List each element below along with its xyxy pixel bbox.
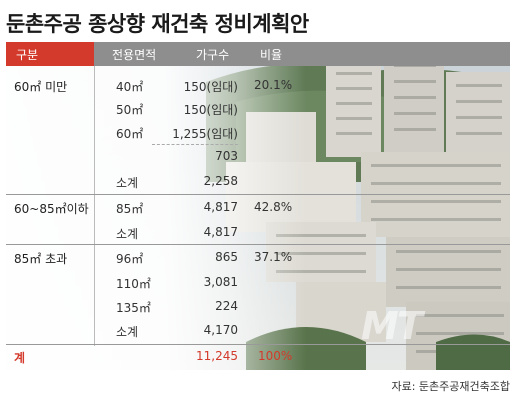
page-title: 둔촌주공 종상향 재건축 정비계획안 xyxy=(6,12,309,36)
header-group: 구분 xyxy=(16,48,39,62)
households-cell: 703 xyxy=(215,149,238,163)
households-cell: 150(임대) xyxy=(183,80,238,94)
source-note: 자료: 둔촌주공재건축조합 xyxy=(391,380,510,393)
area-cell: 110㎡ xyxy=(116,277,151,291)
households-cell: 150(임대) xyxy=(183,103,238,117)
group-divider xyxy=(6,194,510,195)
group-divider xyxy=(6,344,510,345)
area-cell: 85㎡ xyxy=(116,202,144,216)
total-ratio: 100% xyxy=(258,349,293,363)
total-label: 계 xyxy=(14,351,26,365)
area-cell: 96㎡ xyxy=(116,252,144,266)
area-cell: 135㎡ xyxy=(116,301,151,315)
households-cell: 4,817 xyxy=(203,200,238,214)
area-cell: 50㎡ xyxy=(116,103,144,117)
row-divider xyxy=(152,144,238,145)
households-cell: 224 xyxy=(215,299,238,313)
households-cell: 4,817 xyxy=(203,225,238,239)
households-cell: 2,258 xyxy=(203,174,238,188)
total-households: 11,245 xyxy=(196,349,238,363)
header-area: 전용면적 xyxy=(112,48,157,62)
area-cell: 소계 xyxy=(116,325,139,339)
data-table-panel: MT 구분 전용면적 가구수 비율 60㎡ 미만 20.1% 40㎡ 150(임… xyxy=(6,42,510,370)
ratio-cell: 42.8% xyxy=(254,200,293,214)
group-divider xyxy=(6,244,510,245)
header-ratio: 비율 xyxy=(260,48,283,62)
header-households: 가구수 xyxy=(196,48,230,62)
table-header-group-cell xyxy=(6,42,94,66)
ratio-cell: 20.1% xyxy=(254,78,293,92)
ratio-cell: 37.1% xyxy=(254,250,293,264)
households-cell: 865 xyxy=(215,250,238,264)
households-cell: 3,081 xyxy=(203,275,238,289)
households-cell: 1,255(임대) xyxy=(172,127,238,141)
area-cell: 소계 xyxy=(116,176,139,190)
group-label: 60~85㎡이하 xyxy=(14,202,89,216)
area-cell: 60㎡ xyxy=(116,127,144,141)
area-cell: 소계 xyxy=(116,227,139,241)
households-cell: 4,170 xyxy=(203,323,238,337)
group-label: 60㎡ 미만 xyxy=(14,80,68,94)
group-label: 85㎡ 초과 xyxy=(14,252,68,266)
area-cell: 40㎡ xyxy=(116,80,144,94)
watermark-logo: MT xyxy=(361,304,423,348)
